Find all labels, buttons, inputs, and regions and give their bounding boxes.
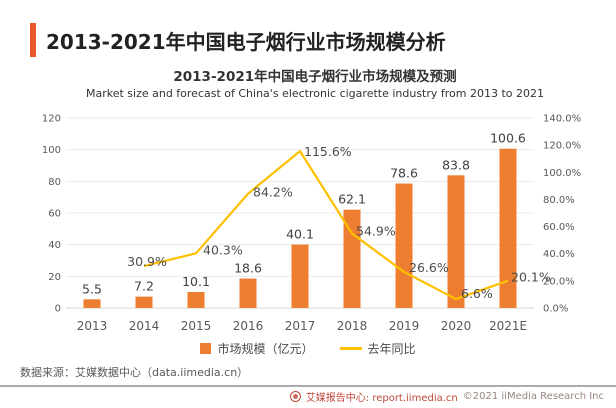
- legend-label-market-size: 市场规模（亿元）: [217, 342, 314, 356]
- left-axis-tick: 80: [48, 177, 61, 188]
- line-value-label: 6.6%: [461, 286, 493, 301]
- bar-value-label: 5.5: [82, 281, 102, 296]
- line-value-label: 84.2%: [253, 185, 293, 200]
- iimedia-logo-icon: [289, 391, 301, 402]
- bar-value-label: 10.1: [182, 274, 210, 289]
- right-axis-tick: 140.0%: [543, 114, 581, 125]
- right-axis-tick: 20.0%: [543, 276, 575, 287]
- footer-copyright-text: ©2021 iiMedia Research Inc: [462, 391, 604, 402]
- left-axis-tick: 120: [42, 114, 61, 125]
- footer-divider: [0, 385, 616, 387]
- bar-2016: [239, 278, 257, 308]
- line-value-label: 54.9%: [356, 223, 396, 238]
- bar-2021E: [499, 148, 517, 308]
- line-value-label: 40.3%: [203, 242, 243, 257]
- bar-value-label: 62.1: [338, 192, 366, 207]
- line-value-label: 115.6%: [304, 144, 352, 159]
- x-axis-label-2017: 2017: [285, 319, 316, 333]
- left-axis-tick: 40: [48, 240, 61, 251]
- legend-item-market-size: 市场规模（亿元）: [200, 340, 314, 357]
- bar-value-label: 100.6: [490, 131, 526, 146]
- right-axis-tick: 120.0%: [543, 141, 581, 152]
- left-axis-tick: 100: [42, 145, 61, 156]
- line-value-label: 26.6%: [409, 260, 449, 275]
- line-value-label: 20.1%: [511, 270, 551, 285]
- x-axis-label-2019: 2019: [389, 319, 420, 333]
- data-source-note: 数据来源：艾媒数据中心（data.iimedia.cn）: [20, 366, 249, 379]
- right-axis-tick: 0.0%: [543, 304, 568, 315]
- bar-value-label: 40.1: [286, 227, 314, 242]
- chart-legend: 市场规模（亿元） 去年同比: [0, 340, 616, 357]
- iimedia-logo-dot: [292, 394, 298, 399]
- line-series-swatch-icon: [339, 347, 362, 350]
- bar-series-swatch-icon: [200, 343, 212, 354]
- x-axis-label-2013: 2013: [77, 319, 108, 333]
- yoy-line: [143, 150, 509, 301]
- x-axis-label-2015: 2015: [181, 319, 212, 333]
- bar-value-label: 83.8: [442, 157, 470, 172]
- right-axis-tick: 40.0%: [543, 249, 575, 260]
- bar-2015: [187, 292, 205, 308]
- right-axis-tick: 100.0%: [543, 168, 581, 179]
- bar-2013: [83, 299, 101, 308]
- left-axis-tick: 0: [55, 304, 61, 315]
- bar-value-label: 78.6: [390, 166, 418, 181]
- market-size-combo-chart: 0 20 40 60 80 100 120 0.0% 20.0% 40.0% 60.0% 80.0% 1…: [42, 114, 581, 334]
- bar-value-label: 18.6: [234, 261, 262, 276]
- x-axis-label-2014: 2014: [129, 319, 160, 333]
- line-value-label: 30.9%: [127, 254, 167, 269]
- left-axis-tick: 60: [48, 209, 61, 220]
- bar-2019: [395, 183, 413, 308]
- right-axis-tick: 80.0%: [543, 195, 575, 206]
- header-accent-bar: [30, 23, 36, 57]
- legend-label-yoy: 去年同比: [367, 342, 416, 356]
- x-axis-label-2016: 2016: [233, 319, 264, 333]
- legend-item-yoy: 去年同比: [339, 340, 416, 357]
- footer-brand-text: 艾媒报告中心: report.iimedia.cn: [305, 393, 458, 404]
- x-axis-label-2020: 2020: [441, 319, 472, 333]
- bar-value-label: 7.2: [134, 279, 154, 294]
- bar-2018: [343, 209, 361, 308]
- right-axis-tick: 60.0%: [543, 222, 575, 233]
- chart-title: 2013-2021年中国电子烟行业市场规模及预测: [173, 69, 457, 85]
- report-footer: 艾媒报告中心: report.iimedia.cn ©2021 iiMedia …: [289, 389, 604, 404]
- page-title: 2013-2021年中国电子烟行业市场规模分析: [46, 29, 446, 54]
- chart-subtitle: Market size and forecast of China's elec…: [85, 87, 545, 100]
- x-axis-label-2018: 2018: [337, 319, 368, 333]
- x-axis-label-2021E: 2021E: [489, 319, 527, 333]
- report-header: 2013-2021年中国电子烟行业市场规模分析: [30, 23, 446, 57]
- bar-2017: [291, 244, 309, 308]
- left-axis-tick: 20: [48, 272, 61, 283]
- bar-2020: [447, 175, 465, 308]
- bar-2014: [135, 296, 153, 308]
